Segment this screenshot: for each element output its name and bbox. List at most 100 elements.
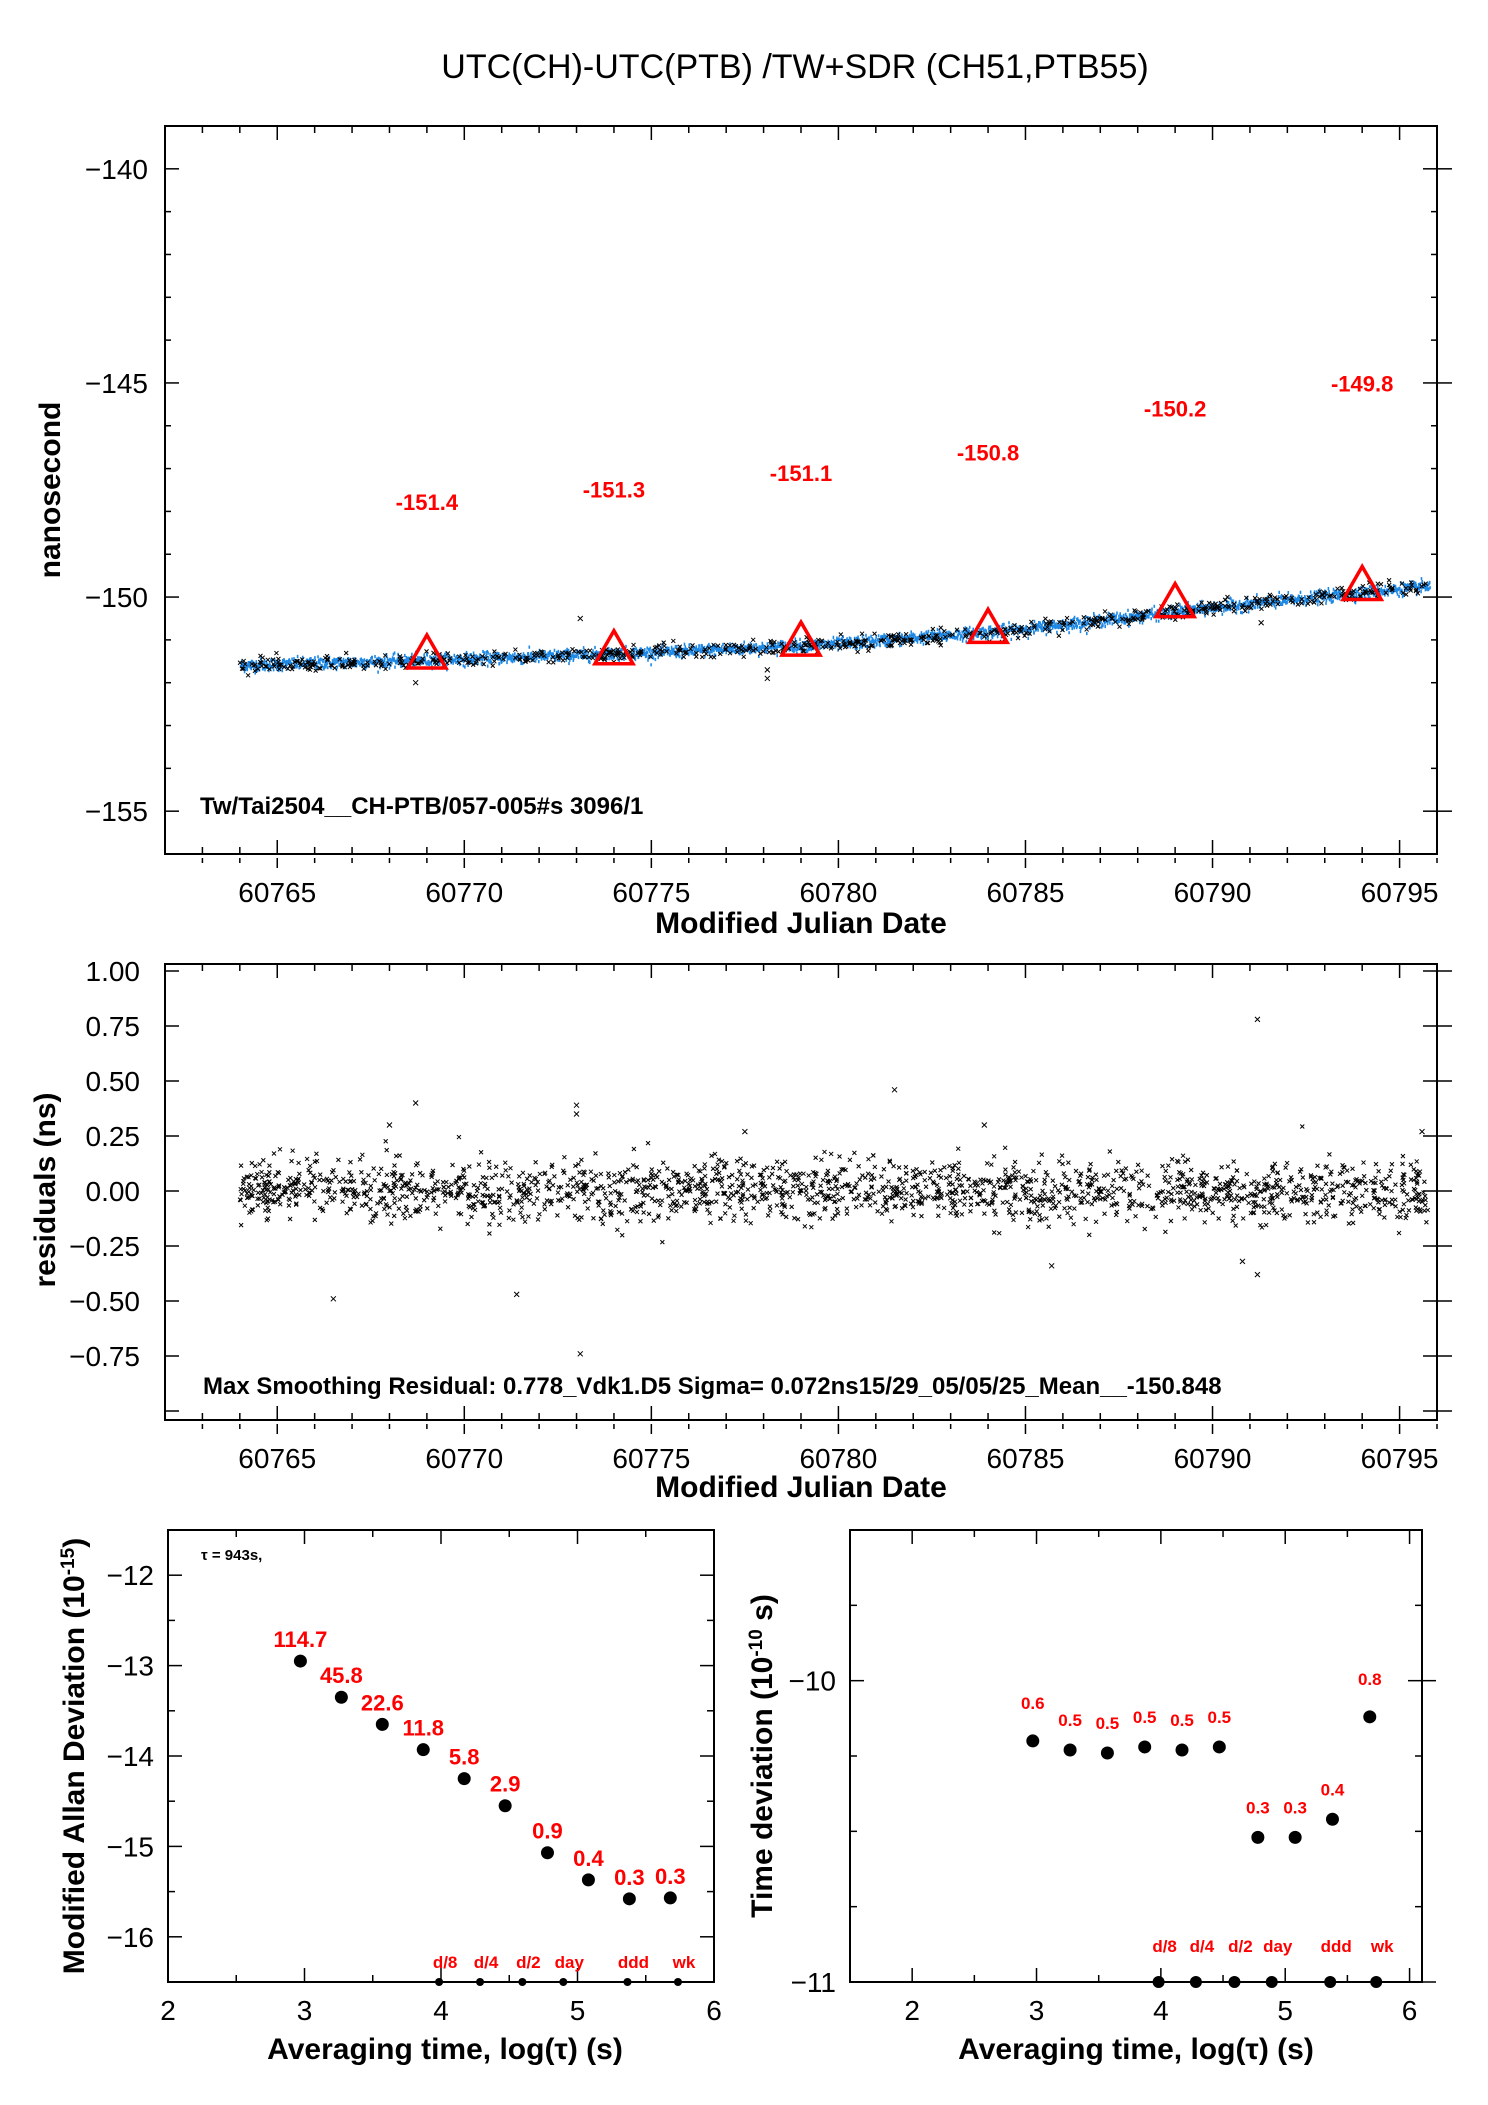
residual-point [932, 1196, 937, 1202]
residual-point [634, 1209, 640, 1215]
residual-outlier [412, 1100, 419, 1106]
residual-point [663, 1183, 669, 1189]
residual-point [743, 1212, 749, 1217]
offset-point [1060, 627, 1065, 633]
residual-point [638, 1203, 644, 1209]
residual-point [1105, 1188, 1111, 1194]
residual-point [606, 1171, 611, 1176]
residual-point [950, 1165, 956, 1171]
residual-point [1262, 1204, 1267, 1210]
residual-point [1230, 1218, 1235, 1224]
offset-point [1213, 601, 1219, 607]
residual-point [1041, 1196, 1047, 1202]
offset-point [925, 640, 931, 646]
residual-point [347, 1206, 353, 1212]
residual-point [496, 1187, 502, 1192]
offset-point [638, 650, 644, 655]
tdev-y-axis-label-main: Time deviation (10 [746, 1657, 779, 1918]
tdev-point [1175, 1743, 1189, 1757]
residual-point [667, 1203, 673, 1209]
tdev-data-points: 0.60.5 0.5 0.5 0.5 0.50.3 0.30.40.8d/8 d/4 d/2 d… [1021, 1670, 1394, 1988]
y-tick-label: 0.75 [86, 1011, 141, 1042]
residual-point [255, 1203, 261, 1208]
offset-point [1016, 626, 1022, 632]
residual-point [1013, 1192, 1018, 1197]
residual-point [1111, 1189, 1117, 1195]
residual-point [1382, 1202, 1388, 1208]
residual-point [726, 1174, 732, 1180]
residual-point [1001, 1185, 1007, 1191]
residual-point [1323, 1181, 1329, 1187]
residual-point [482, 1202, 488, 1208]
residual-point [723, 1160, 729, 1166]
residual-point [1309, 1192, 1315, 1198]
residual-point [1275, 1170, 1280, 1176]
residual-point [1263, 1222, 1269, 1228]
residual-point [1361, 1160, 1366, 1165]
offset-point [930, 638, 936, 644]
offset-point [490, 663, 496, 669]
offset-point [546, 659, 551, 665]
residual-point [267, 1189, 273, 1195]
residual-point [598, 1216, 604, 1222]
residual-point [1133, 1213, 1138, 1219]
residual-point [1109, 1183, 1115, 1189]
residual-point [1083, 1216, 1089, 1222]
residual-point [736, 1183, 742, 1189]
x-tick-label: 60775 [612, 1443, 690, 1474]
residual-point [723, 1201, 728, 1207]
residual-point [1382, 1198, 1388, 1203]
residual-point [695, 1182, 701, 1188]
offset-outlier [412, 679, 419, 686]
residual-point [519, 1188, 524, 1194]
offset-point [924, 640, 930, 646]
residual-point [456, 1134, 462, 1140]
residual-point [832, 1174, 838, 1180]
x-tick-label: 60770 [425, 1443, 503, 1474]
residual-point [1009, 1173, 1015, 1178]
tdev-interval-label: d/8 [1152, 1937, 1177, 1956]
tdev-interval-label: d/2 [1228, 1937, 1253, 1956]
residual-point [1231, 1206, 1236, 1212]
residual-point [780, 1187, 785, 1193]
offset-point [490, 654, 496, 660]
residual-point [304, 1156, 310, 1162]
residual-point [1118, 1185, 1124, 1191]
residual-point [665, 1166, 670, 1171]
offset-point [1218, 600, 1224, 606]
offset-point [1358, 593, 1364, 599]
residual-point [1225, 1190, 1231, 1195]
residual-point [1185, 1157, 1191, 1163]
mdev-point-label: 22.6 [361, 1690, 404, 1715]
residual-point [352, 1201, 357, 1207]
residual-point [729, 1172, 735, 1178]
residual-point [719, 1183, 725, 1189]
residual-point [978, 1177, 983, 1183]
residual-point [1037, 1193, 1043, 1199]
residual-point [817, 1216, 823, 1221]
offset-point [1146, 608, 1151, 614]
residual-point [1254, 1193, 1259, 1199]
residual-point [655, 1198, 661, 1204]
residual-point [618, 1191, 624, 1197]
residual-point [321, 1177, 326, 1183]
x-tick-label: 60780 [799, 877, 877, 908]
residual-point [392, 1170, 398, 1176]
offset-point [637, 652, 643, 658]
residual-point [934, 1182, 940, 1188]
residual-point [1244, 1171, 1250, 1177]
residual-point [1373, 1161, 1379, 1167]
offset-point [1335, 586, 1340, 592]
residual-point [277, 1193, 282, 1199]
offset-point [1288, 598, 1294, 604]
offset-point [290, 664, 296, 670]
residual-point [894, 1186, 900, 1192]
offset-point [1047, 621, 1052, 627]
residual-point [595, 1199, 601, 1204]
residual-point [1346, 1192, 1352, 1198]
residual-point [585, 1206, 591, 1211]
offset-point [456, 654, 462, 659]
residual-point [252, 1175, 258, 1181]
residual-outlier [577, 1350, 584, 1357]
residual-point [519, 1205, 525, 1210]
